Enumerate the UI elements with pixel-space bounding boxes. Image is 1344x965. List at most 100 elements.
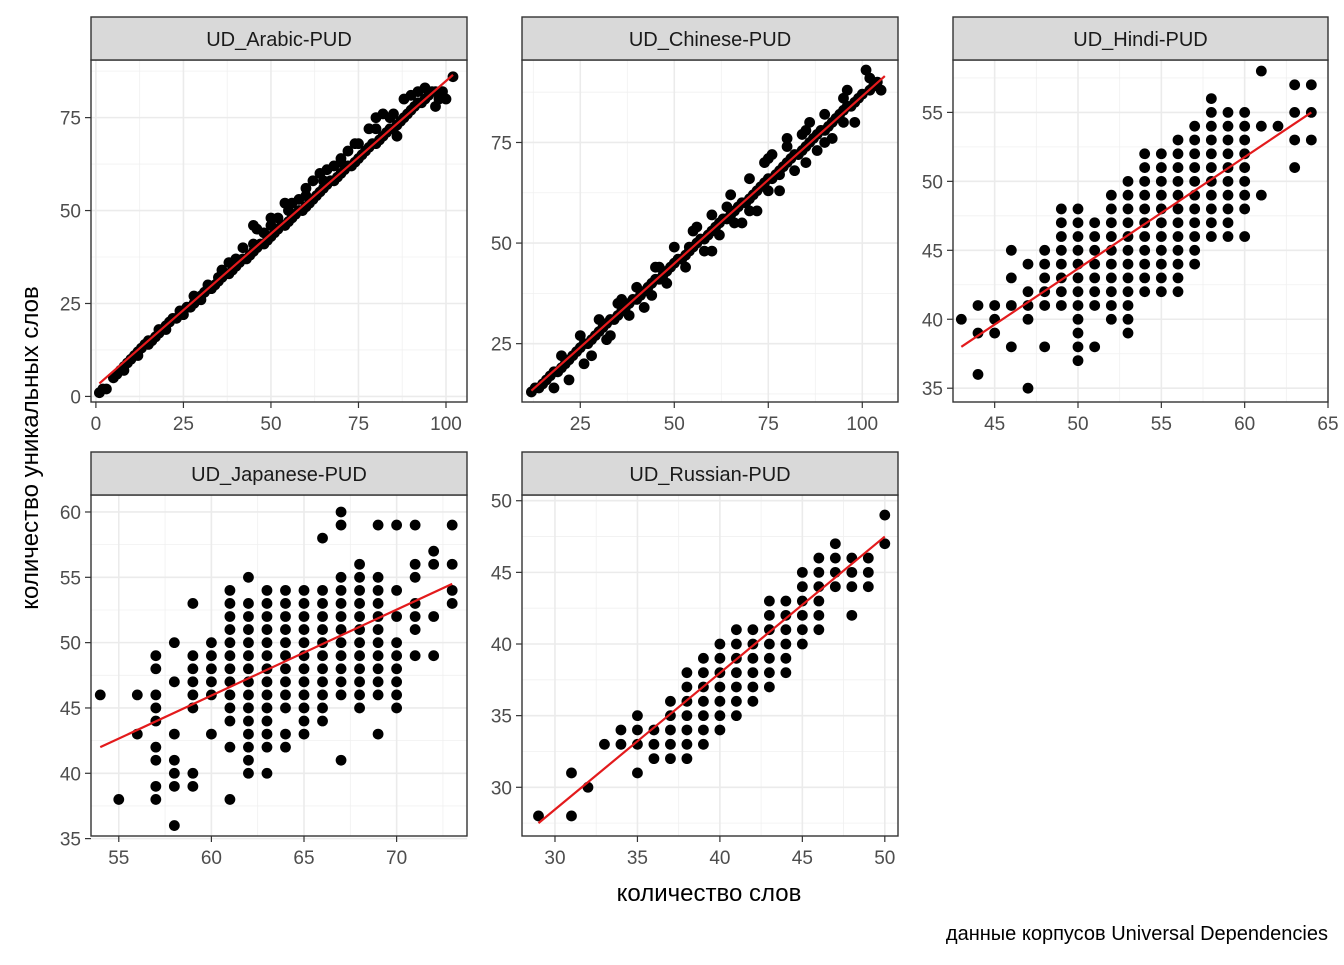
data-point (846, 609, 858, 621)
data-point (298, 689, 310, 701)
data-point (1172, 175, 1184, 187)
data-point (763, 595, 775, 607)
data-point (1222, 148, 1234, 160)
data-point (1205, 231, 1217, 242)
data-point (714, 681, 726, 693)
data-point (841, 84, 853, 96)
data-point (243, 728, 254, 740)
data-point (317, 624, 328, 635)
data-point (187, 663, 199, 675)
data-point (1039, 244, 1051, 256)
data-point (796, 624, 808, 636)
data-point (1222, 134, 1234, 146)
data-point (335, 650, 347, 662)
y-tick-label: 75 (60, 109, 81, 130)
data-point (1222, 175, 1234, 187)
data-point (759, 157, 770, 169)
data-point (446, 584, 458, 596)
data-point (747, 624, 759, 636)
data-point (744, 173, 755, 185)
data-point (1172, 162, 1184, 173)
data-point (638, 302, 650, 313)
data-point (1089, 244, 1101, 256)
data-point (875, 84, 887, 96)
data-point (632, 724, 643, 736)
data-point (1089, 341, 1101, 353)
data-point (725, 189, 737, 201)
data-point (730, 638, 742, 650)
data-point (280, 584, 291, 596)
data-point (1005, 244, 1017, 256)
data-point (1172, 258, 1184, 270)
data-point (372, 728, 384, 740)
facet-strip (952, 16, 1329, 61)
data-point (1239, 120, 1251, 132)
data-point (1072, 300, 1084, 311)
data-point (1239, 162, 1251, 173)
data-point (1189, 175, 1201, 187)
data-point (224, 611, 236, 622)
data-point (1139, 272, 1151, 284)
data-point (447, 71, 459, 83)
data-point (372, 584, 384, 596)
data-point (280, 598, 291, 609)
data-point (342, 145, 354, 157)
data-point (280, 689, 291, 701)
data-point (706, 209, 718, 221)
data-point (681, 667, 693, 679)
data-point (153, 324, 165, 335)
data-point (1122, 286, 1134, 298)
data-point (1072, 231, 1084, 242)
data-point (1172, 244, 1184, 256)
data-point (354, 689, 365, 701)
data-point (1022, 258, 1034, 270)
data-point (811, 145, 823, 156)
data-point (1105, 231, 1117, 242)
data-point (428, 650, 440, 662)
data-point (224, 702, 236, 714)
data-point (1205, 148, 1217, 160)
data-point (548, 382, 560, 394)
caption: данные корпусов Universal Dependencies (946, 923, 1328, 945)
data-point (298, 728, 310, 740)
data-point (681, 710, 693, 722)
data-point (1189, 120, 1201, 132)
data-point (1072, 203, 1084, 215)
data-point (354, 584, 365, 596)
data-point (1155, 148, 1167, 160)
data-point (780, 624, 792, 636)
y-tick-label: 45 (60, 699, 81, 720)
data-point (1205, 134, 1217, 146)
data-point (205, 676, 217, 688)
data-point (1139, 244, 1151, 256)
data-point (1172, 189, 1184, 201)
data-point (150, 702, 162, 714)
data-point (1205, 217, 1217, 229)
data-point (1222, 120, 1234, 132)
data-point (1172, 203, 1184, 215)
data-point (224, 598, 236, 609)
facet-strip-label: UD_Chinese-PUD (629, 29, 791, 51)
data-point (1105, 203, 1117, 215)
data-point (1089, 258, 1101, 270)
data-point (1172, 217, 1184, 229)
data-point (862, 581, 874, 593)
data-point (714, 229, 725, 241)
data-point (174, 305, 186, 317)
data-point (243, 741, 254, 753)
y-tick-label: 25 (491, 335, 512, 356)
data-point (187, 689, 199, 701)
data-point (680, 261, 691, 273)
data-point (1189, 134, 1201, 146)
data-point (224, 650, 236, 662)
data-point (653, 261, 665, 273)
data-point (1189, 231, 1201, 242)
data-point (150, 689, 162, 701)
data-point (372, 663, 384, 675)
data-point (1289, 79, 1301, 91)
data-point (1039, 300, 1051, 311)
data-point (1089, 286, 1101, 298)
data-point (623, 310, 635, 321)
y-tick-label: 45 (491, 563, 512, 584)
trend-line (530, 75, 886, 392)
